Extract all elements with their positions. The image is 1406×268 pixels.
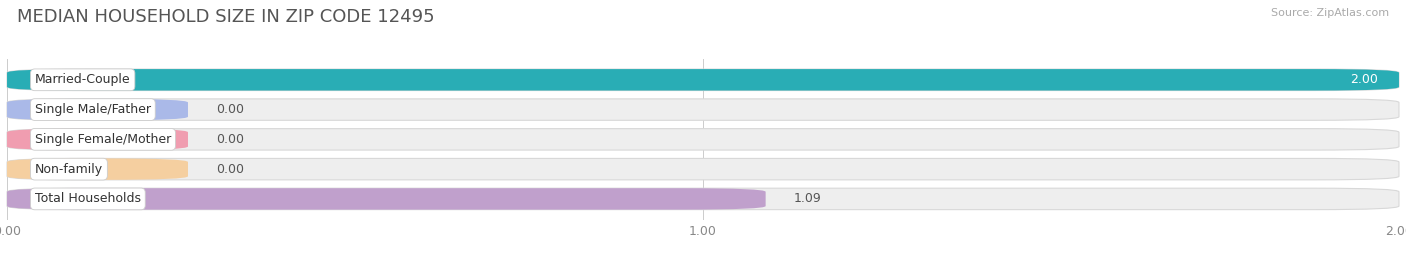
Text: Source: ZipAtlas.com: Source: ZipAtlas.com <box>1271 8 1389 18</box>
FancyBboxPatch shape <box>7 69 1399 91</box>
FancyBboxPatch shape <box>7 129 1399 150</box>
FancyBboxPatch shape <box>7 99 1399 120</box>
Text: Total Households: Total Households <box>35 192 141 205</box>
FancyBboxPatch shape <box>7 188 766 210</box>
Text: 1.09: 1.09 <box>793 192 821 205</box>
Text: Non-family: Non-family <box>35 163 103 176</box>
FancyBboxPatch shape <box>7 129 188 150</box>
Text: 0.00: 0.00 <box>217 163 243 176</box>
Text: Married-Couple: Married-Couple <box>35 73 131 86</box>
Text: 0.00: 0.00 <box>217 103 243 116</box>
FancyBboxPatch shape <box>7 158 1399 180</box>
Text: 2.00: 2.00 <box>1350 73 1378 86</box>
FancyBboxPatch shape <box>7 158 188 180</box>
FancyBboxPatch shape <box>7 99 188 120</box>
FancyBboxPatch shape <box>7 69 1399 91</box>
Text: 0.00: 0.00 <box>217 133 243 146</box>
Text: MEDIAN HOUSEHOLD SIZE IN ZIP CODE 12495: MEDIAN HOUSEHOLD SIZE IN ZIP CODE 12495 <box>17 8 434 26</box>
FancyBboxPatch shape <box>7 188 1399 210</box>
Text: Single Male/Father: Single Male/Father <box>35 103 150 116</box>
Text: Single Female/Mother: Single Female/Mother <box>35 133 172 146</box>
